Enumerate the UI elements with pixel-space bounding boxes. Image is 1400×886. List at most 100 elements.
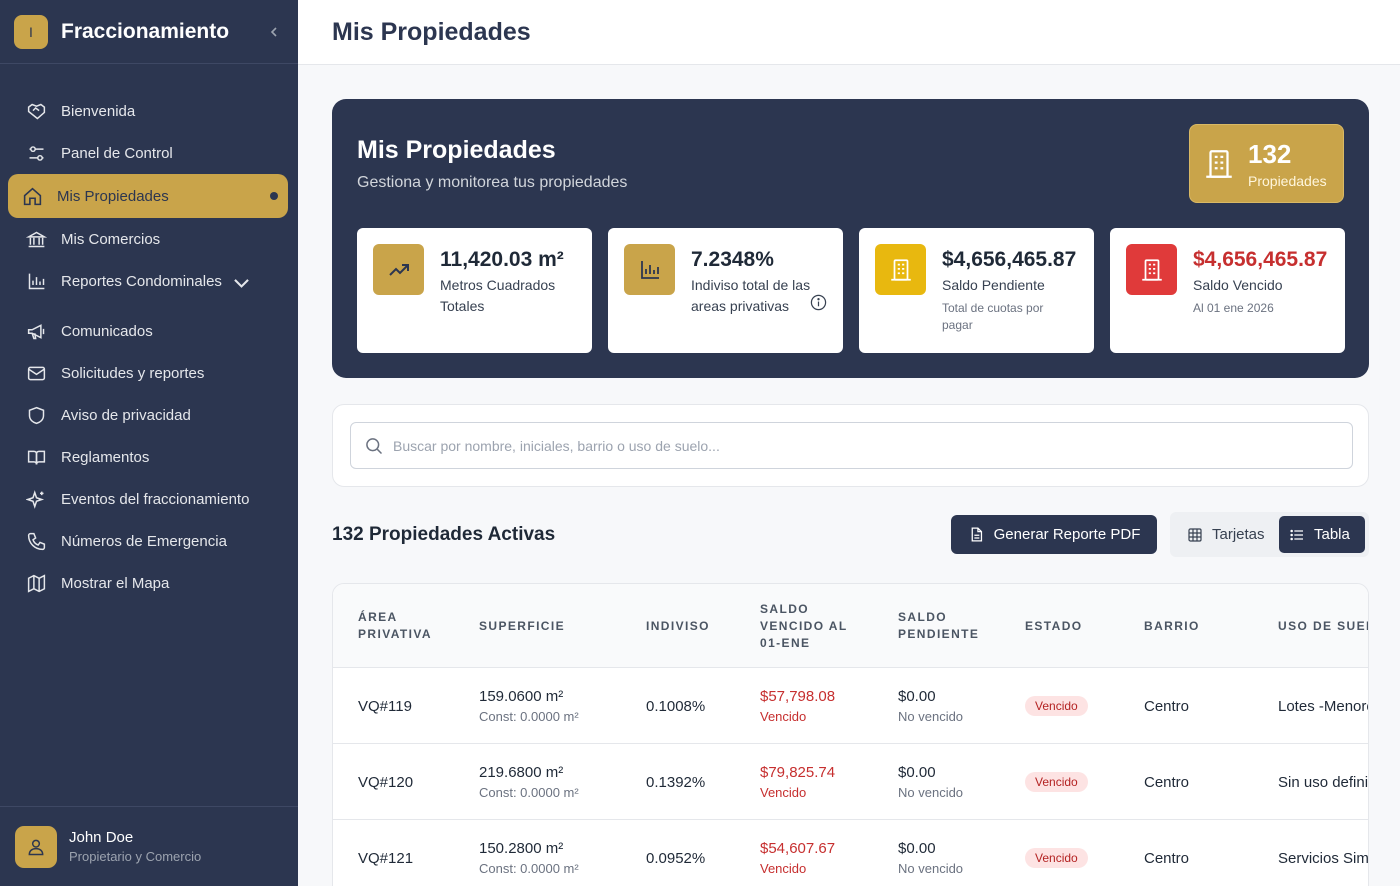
cell-vencido: $79,825.74: [760, 764, 836, 781]
cell-pendiente: $0.00: [898, 840, 936, 857]
table-header: [333, 584, 1368, 668]
sidebar-item-label: Mostrar el Mapa: [61, 574, 170, 592]
sidebar-item-label: Mis Comercios: [61, 230, 161, 248]
handshake-icon: [27, 103, 46, 119]
sidebar-item-numeros-emergencia[interactable]: Números de Emergencia: [8, 520, 288, 562]
shield-icon: [28, 406, 45, 424]
column-header: INDIVISO: [646, 618, 710, 633]
stat-value: $4,656,465.87: [1193, 248, 1328, 271]
cell-const: Const: 0.0000 m²: [479, 785, 579, 800]
search-box[interactable]: [350, 422, 1353, 469]
cell-uso: Lotes -Menores: [1278, 697, 1368, 715]
column-header: ESTADO: [1025, 618, 1083, 633]
cell-pendiente: $0.00: [898, 688, 936, 705]
map-icon: [27, 573, 46, 593]
status-badge: Vencido: [1025, 848, 1088, 868]
stat-card-saldo-vencido: $4,656,465.87 Saldo Vencido Al 01 ene 20…: [1110, 228, 1345, 353]
app-title: Fraccionamiento: [61, 19, 230, 43]
table-row[interactable]: VQ#119 159.0600 m² Const: 0.0000 m² 0.100…: [333, 668, 1368, 744]
stat-card-saldo-pendiente: $4,656,465.87 Saldo Pendiente Total de c…: [859, 228, 1094, 353]
cell-superficie: 150.2800 m²: [479, 840, 564, 857]
view-toggle: Tarjetas Tabla: [1170, 512, 1369, 557]
stat-label: Saldo Vencido: [1193, 277, 1283, 293]
page-title: Mis Propiedades: [332, 18, 531, 46]
chevron-left-icon: [270, 26, 277, 37]
info-icon[interactable]: [810, 294, 827, 311]
stat-value: 7.2348%: [691, 248, 774, 271]
sidebar-item-aviso-privacidad[interactable]: Aviso de privacidad: [8, 394, 288, 436]
hero-title: Mis Propiedades: [357, 136, 556, 164]
cell-indiviso: 0.1008%: [646, 697, 706, 715]
stat-label: Metros Cuadrados Totales: [440, 277, 556, 314]
chevron-down-icon: [234, 279, 249, 288]
sparkles-icon: [26, 489, 45, 509]
sidebar-item-reglamentos[interactable]: Reglamentos: [8, 436, 288, 478]
bar-chart-icon: [624, 244, 675, 295]
mail-icon: [27, 366, 46, 380]
cell-area: VQ#119: [358, 697, 412, 715]
cell-const: Const: 0.0000 m²: [479, 861, 579, 876]
properties-count-badge: 132 Propiedades: [1189, 124, 1344, 203]
cell-vencido-label: Vencido: [760, 709, 807, 724]
sidebar-item-label: Aviso de privacidad: [61, 406, 191, 424]
building-icon: [1206, 150, 1232, 178]
bar-chart-icon: [28, 273, 45, 289]
sidebar: I Fraccionamiento Bienvenida Panel de Co…: [0, 0, 298, 886]
sidebar-item-label: Panel de Control: [61, 144, 173, 162]
user-role: Propietario y Comercio: [69, 849, 202, 864]
properties-summary-panel: Mis Propiedades Gestiona y monitorea tus…: [332, 99, 1369, 378]
cell-barrio: Centro: [1144, 849, 1190, 867]
sliders-icon: [29, 145, 44, 161]
stat-note: Al 01 ene 2026: [1193, 301, 1274, 315]
sidebar-item-label: Reglamentos: [61, 448, 150, 466]
sidebar-item-panel[interactable]: Panel de Control: [8, 132, 288, 174]
file-icon: [971, 527, 982, 542]
view-cards-button[interactable]: Tarjetas: [1177, 516, 1275, 553]
sidebar-item-mis-comercios[interactable]: Mis Comercios: [8, 218, 288, 260]
sidebar-item-eventos[interactable]: Eventos del fraccionamiento: [8, 478, 288, 520]
cell-barrio: Centro: [1144, 773, 1190, 791]
cell-area: VQ#120: [358, 773, 414, 791]
cell-vencido: $57,798.08: [760, 688, 836, 705]
cell-uso: Sin uso definido: [1278, 773, 1369, 791]
sidebar-item-mis-propiedades[interactable]: Mis Propiedades: [8, 174, 288, 218]
home-icon: [23, 187, 42, 205]
cell-area: VQ#121: [358, 849, 414, 867]
view-table-button[interactable]: Tabla: [1279, 516, 1365, 553]
stat-card-indiviso: 7.2348% Indiviso total de las areas priv…: [608, 228, 843, 353]
sidebar-item-bienvenida[interactable]: Bienvenida: [8, 90, 288, 132]
sidebar-item-solicitudes[interactable]: Solicitudes y reportes: [8, 352, 288, 394]
cell-const: Const: 0.0000 m²: [479, 709, 579, 724]
status-badge: Vencido: [1025, 772, 1088, 792]
sidebar-item-label: Eventos del fraccionamiento: [61, 490, 250, 508]
properties-table: ÁREA PRIVATIVA SUPERFICIE INDIVISO SALDO…: [332, 583, 1369, 886]
sidebar-item-label: Solicitudes y reportes: [61, 364, 205, 382]
bank-icon: [26, 231, 47, 247]
search-panel: [332, 404, 1369, 487]
cell-barrio: Centro: [1144, 697, 1190, 715]
sidebar-item-mostrar-mapa[interactable]: Mostrar el Mapa: [8, 562, 288, 604]
table-row[interactable]: VQ#120 219.6800 m² Const: 0.0000 m² 0.139…: [333, 744, 1368, 820]
user-name: John Doe: [69, 829, 134, 846]
hero-subtitle: Gestiona y monitorea tus propiedades: [357, 174, 628, 191]
cell-indiviso: 0.0952%: [646, 849, 706, 867]
sidebar-item-reportes-condominales[interactable]: Reportes Condominales: [8, 260, 288, 302]
stat-value: 11,420.03 m²: [440, 248, 564, 271]
sidebar-item-comunicados[interactable]: Comunicados: [8, 310, 288, 352]
cell-superficie: 219.6800 m²: [479, 764, 564, 781]
megaphone-icon: [27, 323, 45, 339]
collapse-sidebar-button[interactable]: [264, 22, 284, 42]
list-title: 132 Propiedades Activas: [332, 524, 556, 545]
cell-vencido-label: Vencido: [760, 861, 807, 876]
view-cards-label: Tarjetas: [1212, 526, 1265, 543]
user-icon: [28, 839, 44, 855]
generate-pdf-button[interactable]: Generar Reporte PDF: [951, 515, 1157, 554]
cell-indiviso: 0.1392%: [646, 773, 706, 791]
cell-vencido: $54,607.67: [760, 840, 836, 857]
search-input[interactable]: [393, 423, 1333, 468]
user-profile[interactable]: John Doe Propietario y Comercio: [0, 806, 298, 886]
sidebar-header: I Fraccionamiento: [0, 0, 298, 64]
table-row[interactable]: VQ#121 150.2800 m² Const: 0.0000 m² 0.095…: [333, 820, 1368, 886]
trending-up-icon: [373, 244, 424, 295]
book-icon: [27, 450, 46, 465]
